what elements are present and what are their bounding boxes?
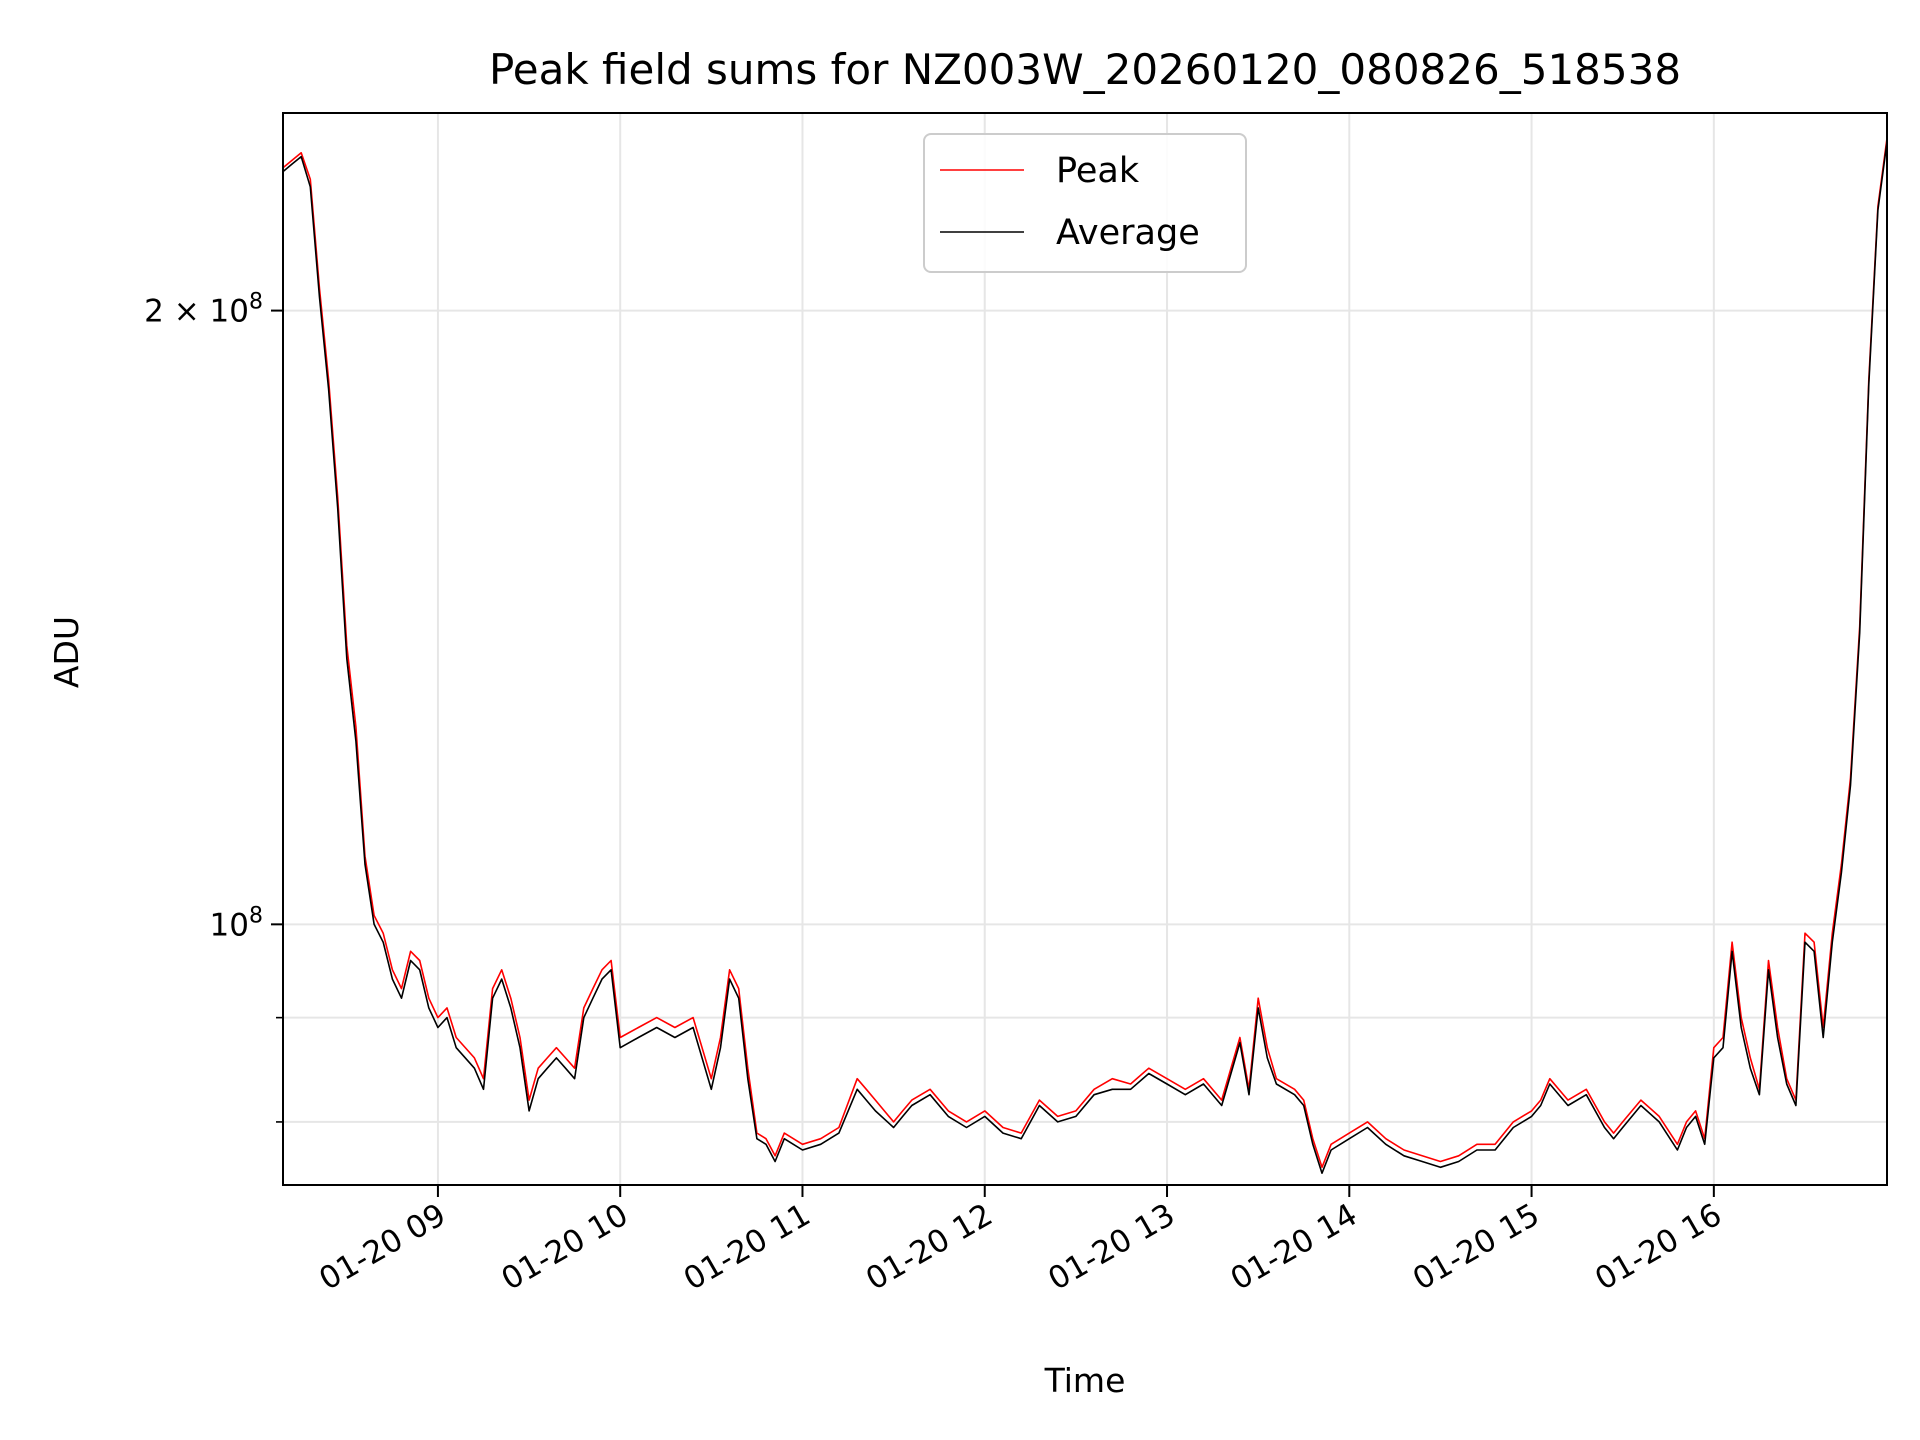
grid bbox=[283, 113, 1887, 1185]
y-tick-base: 10 bbox=[210, 294, 249, 330]
axes-frame bbox=[282, 112, 1888, 1186]
y-tick-base: 10 bbox=[210, 907, 249, 943]
plot-area-border bbox=[282, 112, 1888, 1186]
y-tick-mantissa: 2 × bbox=[144, 294, 209, 330]
series-line-peak bbox=[282, 137, 1888, 1169]
legend-label-average: Average bbox=[1056, 213, 1200, 253]
legend-box bbox=[923, 133, 1247, 273]
legend: Peak Average bbox=[923, 133, 1247, 273]
y-axis-label: ADU bbox=[47, 616, 86, 688]
y-tick-exponent: 8 bbox=[249, 290, 263, 315]
series-line-average bbox=[282, 141, 1888, 1174]
chart-title: Peak field sums for NZ003W_20260120_0808… bbox=[489, 45, 1681, 94]
y-tick-label: 108 bbox=[210, 903, 263, 943]
y-tick-exponent: 8 bbox=[249, 903, 263, 928]
legend-label-peak: Peak bbox=[1056, 151, 1140, 191]
x-axis-label: Time bbox=[1044, 1361, 1126, 1400]
y-tick-label: 2 × 108 bbox=[144, 290, 263, 330]
series-lines bbox=[282, 137, 1888, 1174]
